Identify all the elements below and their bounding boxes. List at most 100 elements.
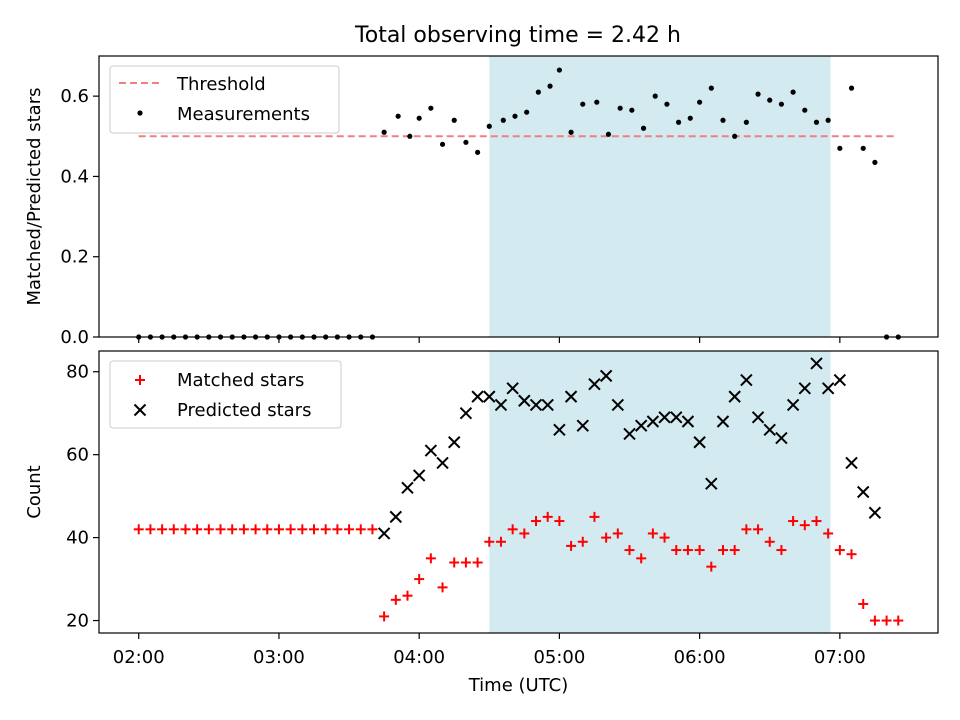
matched-point-46 — [671, 545, 682, 556]
measurement-point-28 — [463, 139, 469, 145]
measurement-point-58 — [813, 119, 820, 125]
predicted-point-26 — [681, 415, 695, 428]
measurement-point-47 — [687, 115, 693, 121]
measurement-point-46 — [675, 119, 682, 125]
legend-predicted-label: Predicted stars — [177, 400, 311, 421]
top-ytick-label-3: 0.6 — [60, 86, 89, 107]
top-panel-shaded-region — [489, 56, 831, 337]
matched-point-62 — [858, 598, 869, 609]
legend-measurements-label: Measurements — [177, 104, 310, 125]
top-ytick-label-2: 0.4 — [60, 166, 89, 187]
matched-point-25 — [425, 553, 436, 564]
figure-title: Total observing time = 2.42 h — [354, 23, 681, 48]
measurement-point-25 — [428, 105, 434, 111]
xtick-label-0: 02:00 — [113, 647, 165, 668]
matched-point-7 — [215, 524, 226, 535]
matched-point-1 — [145, 524, 156, 535]
predicted-point-17 — [576, 419, 589, 432]
top-ytick-label-0: 0.0 — [60, 327, 89, 348]
bottom-ytick-label-1: 40 — [66, 528, 89, 549]
matched-point-38 — [577, 536, 588, 547]
matched-point-24 — [414, 574, 425, 585]
matched-point-59 — [823, 528, 834, 539]
predicted-point-24 — [658, 411, 671, 424]
predicted-point-15 — [553, 423, 566, 437]
predicted-point-42 — [868, 506, 882, 519]
predicted-point-13 — [529, 398, 543, 412]
legend-threshold-label: Threshold — [176, 74, 266, 95]
predicted-point-23 — [646, 415, 660, 428]
legend-matched-label: Matched stars — [177, 370, 304, 391]
legend-matched-marker — [135, 375, 145, 385]
measurement-point-22 — [395, 113, 401, 119]
matched-point-40 — [601, 532, 612, 543]
matched-point-57 — [799, 520, 810, 531]
matched-point-54 — [764, 536, 775, 547]
predicted-point-6 — [448, 436, 461, 449]
measurement-point-37 — [568, 129, 574, 135]
measurement-point-33 — [524, 109, 530, 115]
matched-point-34 — [531, 516, 542, 527]
matched-point-23 — [402, 590, 413, 601]
matched-point-5 — [192, 524, 203, 535]
measurement-point-41 — [617, 105, 623, 111]
matched-point-2 — [157, 524, 168, 535]
xtick-label-3: 05:00 — [533, 647, 585, 668]
legend-predicted-swatch — [133, 403, 147, 417]
measurement-point-44 — [652, 93, 658, 99]
measurement-point-51 — [732, 133, 738, 139]
matched-point-3 — [168, 524, 179, 535]
measurement-point-21 — [381, 129, 387, 135]
measurement-point-23 — [407, 133, 413, 139]
measurement-point-54 — [767, 97, 773, 103]
measurement-point-42 — [629, 107, 635, 113]
measurement-point-56 — [790, 89, 796, 95]
bottom-ytick-label-2: 60 — [66, 445, 89, 466]
predicted-point-14 — [541, 398, 554, 412]
predicted-point-22 — [634, 419, 648, 432]
bottom-panel-ylabel: Count — [24, 465, 45, 518]
predicted-point-27 — [693, 436, 706, 449]
matched-point-0 — [133, 524, 144, 535]
measurement-point-57 — [802, 107, 808, 113]
matched-point-31 — [495, 536, 506, 547]
matched-point-12 — [273, 524, 284, 535]
matched-point-17 — [332, 524, 343, 535]
bottom-ytick-label-3: 80 — [66, 362, 89, 383]
predicted-point-5 — [436, 456, 449, 470]
predicted-point-20 — [611, 398, 625, 412]
matched-point-14 — [297, 524, 308, 535]
matched-point-48 — [694, 545, 705, 556]
matched-point-51 — [729, 545, 740, 556]
predicted-point-3 — [412, 469, 426, 482]
matched-point-9 — [238, 524, 249, 535]
matched-point-18 — [344, 524, 355, 535]
measurement-point-26 — [439, 141, 446, 147]
xtick-label-5: 07:00 — [814, 647, 866, 668]
matched-point-15 — [309, 524, 320, 535]
matched-point-35 — [542, 511, 553, 522]
top-panel-frame — [98, 55, 939, 338]
measurement-point-48 — [697, 99, 703, 105]
matched-point-27 — [449, 557, 460, 568]
matched-point-53 — [753, 524, 764, 535]
measurement-point-30 — [486, 123, 492, 129]
predicted-point-30 — [728, 390, 741, 403]
matched-point-28 — [460, 557, 471, 568]
predicted-point-2 — [401, 481, 414, 495]
top-panel: 0.0 0.2 0.4 0.6 Matched/Predicted stars Thr… — [24, 55, 939, 348]
matched-point-45 — [659, 532, 670, 543]
matched-point-30 — [484, 536, 495, 547]
bottom-panel-legend: Matched stars Predicted stars — [109, 360, 342, 429]
measurement-point-29 — [475, 149, 481, 155]
matched-point-4 — [180, 524, 191, 535]
matched-point-8 — [227, 524, 238, 535]
predicted-point-7 — [459, 406, 473, 420]
matched-point-44 — [647, 528, 658, 539]
matched-point-50 — [717, 545, 728, 556]
xtick-label-2: 04:00 — [393, 647, 445, 668]
matched-point-36 — [554, 516, 565, 527]
matched-point-63 — [869, 615, 880, 626]
matched-point-49 — [706, 561, 717, 572]
measurement-point-62 — [860, 145, 866, 151]
